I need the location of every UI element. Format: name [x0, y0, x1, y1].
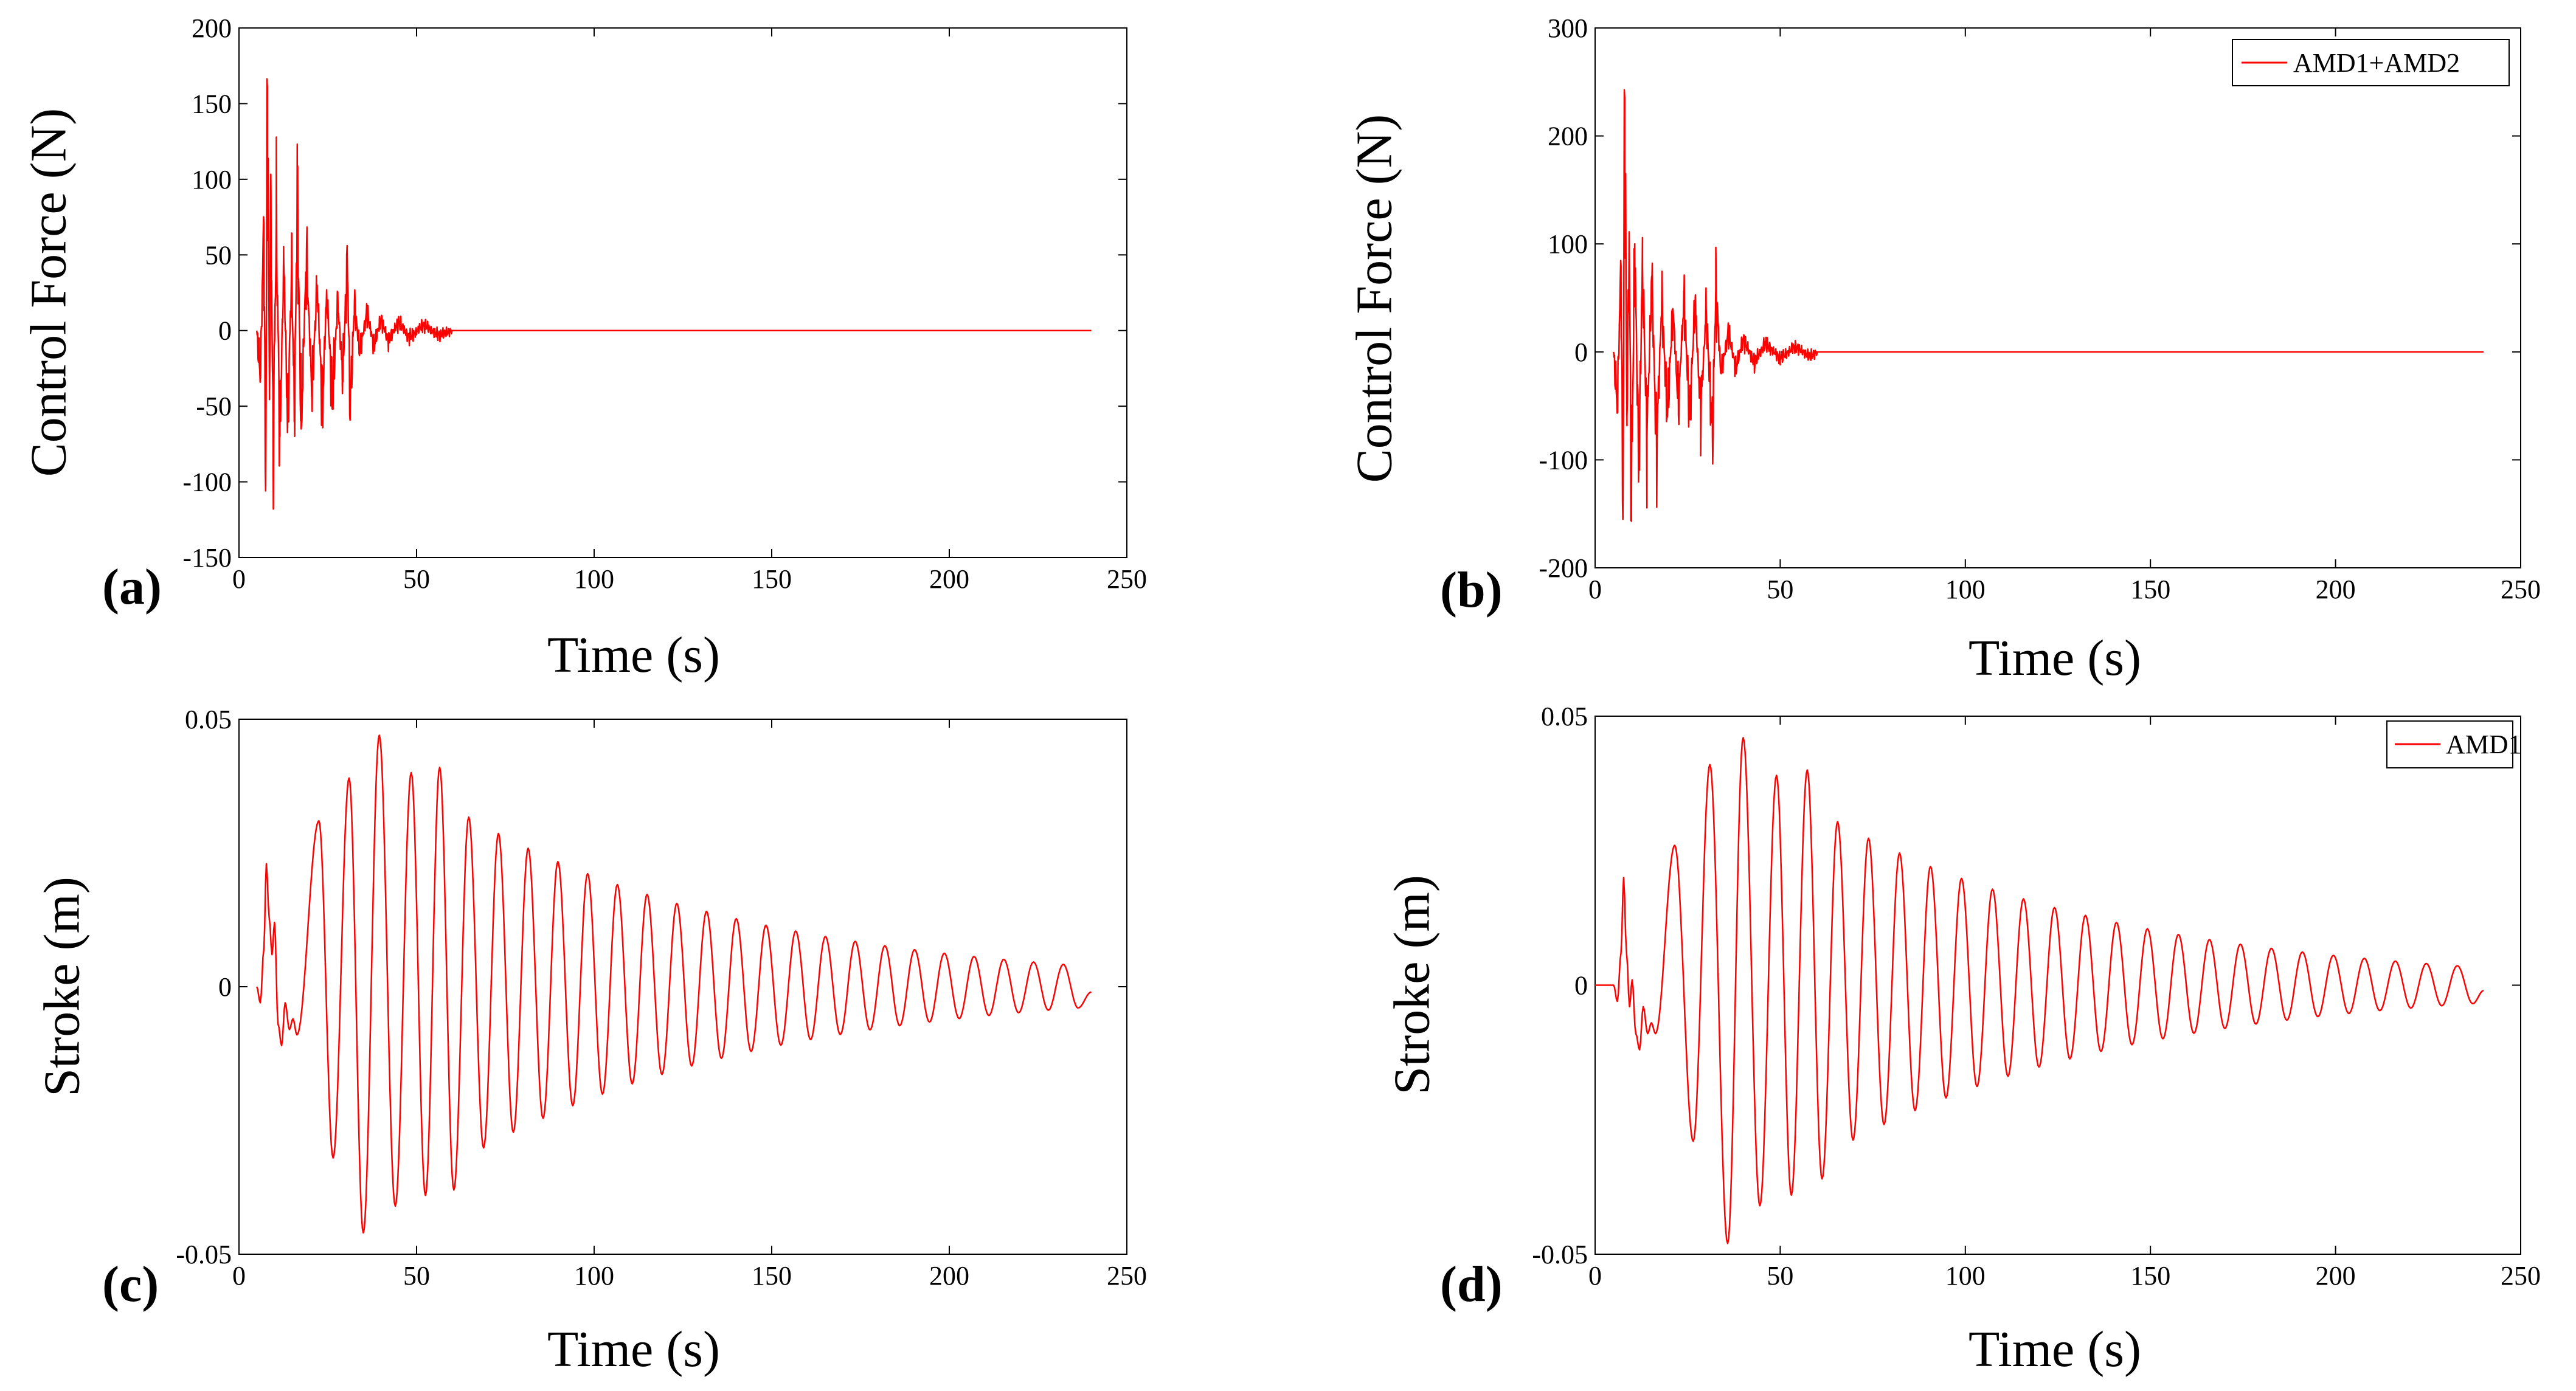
panel-c-plot-frame [238, 719, 1127, 1255]
panel-c-series-line [256, 734, 1092, 1234]
panel-a-xtick-label: 150 [752, 564, 792, 594]
panel-b-legend: AMD1+AMD2 [2232, 39, 2510, 86]
panel-b-xtick-label: 50 [1767, 575, 1793, 604]
panel-d-ytick-label: -0.05 [1532, 1240, 1588, 1269]
panel-d-xtick-label: 150 [2130, 1261, 2170, 1291]
panel-c-xlabel: Time (s) [547, 1321, 720, 1378]
panel-b-xlabel: Time (s) [1968, 630, 2141, 686]
panel-b-ytick-label: 300 [1548, 13, 1588, 43]
panel-b-ticks: 0 50 100 150 200 250 -200 -100 0 100 200 300 [1539, 13, 2541, 604]
panel-b-xtick-label: 0 [1588, 575, 1602, 604]
panel-a-plot-frame [238, 27, 1127, 558]
panel-c-ylabel: Stroke (m) [33, 877, 90, 1097]
panel-d-ytick-label: 0 [1574, 971, 1588, 1001]
panel-b-tag: (b) [1440, 562, 1503, 618]
panel-b-xtick-label: 100 [1945, 575, 1986, 604]
panel-a-ytick-label: 100 [192, 165, 232, 195]
panel-b-plot-frame [1594, 27, 2521, 568]
panel-b-ytick-label: 0 [1574, 337, 1588, 367]
panel-d-ylabel: Stroke (m) [1383, 875, 1440, 1095]
panel-a-ytick-label: -50 [196, 392, 232, 421]
panel-b-ylabel: Control Force (N) [1346, 114, 1402, 483]
panel-d-legend-label: AMD1 [2446, 730, 2522, 759]
panel-b-ytick-label: 200 [1548, 122, 1588, 151]
panel-a-control-force: 0 50 100 150 200 250 -150 -100 -50 0 50 100 150 200 C… [20, 13, 1147, 683]
panel-c-ytick-label: 0.05 [185, 705, 232, 734]
panel-c-xtick-label: 50 [403, 1261, 430, 1291]
panel-a-xtick-label: 200 [929, 564, 969, 594]
panel-d-xlabel: Time (s) [1968, 1321, 2141, 1378]
panel-a-ytick-label: 150 [192, 89, 232, 119]
panel-d-series-line [1595, 737, 2484, 1244]
panel-c-xtick-label: 100 [574, 1261, 614, 1291]
panel-d-xtick-label: 0 [1588, 1261, 1602, 1291]
panel-a-xlabel: Time (s) [547, 627, 720, 683]
panel-a-xtick-label: 0 [232, 564, 246, 594]
panel-c-ytick-label: 0 [218, 972, 232, 1002]
panel-a-xtick-label: 50 [403, 564, 430, 594]
panel-c-tag: (c) [102, 1256, 159, 1313]
panel-d-xtick-label: 250 [2501, 1261, 2541, 1291]
panel-c-xtick-label: 150 [752, 1261, 792, 1291]
panel-c-xtick-label: 200 [929, 1261, 969, 1291]
panel-a-ytick-label: -100 [182, 468, 232, 497]
panel-b-xtick-label: 200 [2316, 575, 2356, 604]
panel-d-xtick-label: 100 [1945, 1261, 1986, 1291]
panel-d-tag: (d) [1440, 1256, 1503, 1313]
panel-c-xtick-label: 0 [232, 1261, 246, 1291]
panel-b-ytick-label: 100 [1548, 229, 1588, 259]
panel-a-xtick-label: 100 [574, 564, 614, 594]
panel-d-ytick-label: 0.05 [1541, 702, 1588, 731]
panel-a-ytick-label: 0 [218, 316, 232, 346]
panel-b-control-force: 0 50 100 150 200 250 -200 -100 0 100 200 300 AMD1+A… [1346, 13, 2541, 686]
panel-d-xtick-label: 50 [1767, 1261, 1793, 1291]
panel-a-ylabel: Control Force (N) [20, 108, 77, 477]
panel-a-xtick-label: 250 [1107, 564, 1147, 594]
panel-a-ytick-label: 200 [192, 13, 232, 43]
panel-d-xtick-label: 200 [2316, 1261, 2356, 1291]
panel-d-plot-frame [1594, 716, 2521, 1255]
panel-b-ytick-label: -100 [1539, 445, 1588, 475]
panel-b-ytick-label: -200 [1539, 553, 1588, 583]
panel-a-series-line [255, 78, 1092, 510]
panel-a-tag: (a) [102, 559, 162, 615]
panel-c-xtick-label: 250 [1107, 1261, 1147, 1291]
panel-a-ticks: 0 50 100 150 200 250 -150 -100 -50 0 50 100 150 200 [182, 13, 1147, 594]
panel-b-xtick-label: 250 [2501, 575, 2541, 604]
panel-a-ytick-label: -150 [182, 543, 232, 573]
panel-b-legend-label: AMD1+AMD2 [2293, 48, 2460, 78]
panel-c-ytick-label: -0.05 [176, 1240, 232, 1269]
panel-a-ytick-label: 50 [205, 240, 232, 270]
panel-d-legend: AMD1 [2386, 720, 2522, 768]
panel-b-xtick-label: 150 [2130, 575, 2170, 604]
panel-b-series-line [1613, 89, 2484, 522]
